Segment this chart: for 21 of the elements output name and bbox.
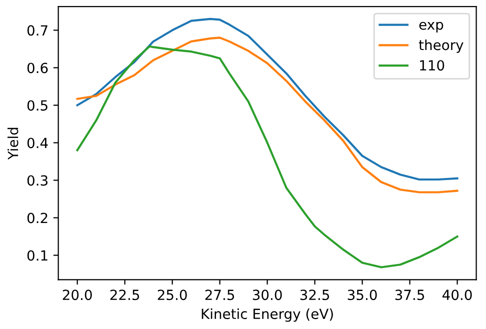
x-tick-label: 30.0 (252, 290, 282, 300)
y-tick-label: 0.7 (27, 25, 48, 36)
legend-label: exp (419, 22, 444, 33)
y-axis-title: Yield (8, 128, 18, 160)
y-tick-label: 0.6 (27, 62, 48, 74)
x-tick-label: 37.5 (395, 290, 424, 300)
y-tick-label: 0.3 (27, 175, 48, 186)
x-tick-label: 40.0 (442, 290, 472, 300)
legend-label: theory (418, 39, 464, 53)
x-tick-label: 35.0 (348, 290, 377, 300)
x-tick-label: 20.0 (62, 290, 92, 300)
x-axis-title: Kinetic Energy (eV) (202, 308, 333, 322)
legend-label: 110 (420, 60, 444, 71)
y-tick-label: 0.5 (27, 100, 48, 111)
x-tick-label: 22.5 (110, 290, 140, 300)
x-tick-label: 32.5 (300, 290, 330, 300)
y-tick-label: 0.4 (27, 138, 48, 148)
x-tick-label: 25.0 (158, 290, 187, 300)
y-tick-label: 0.2 (27, 212, 48, 224)
y-tick-label: 0.1 (27, 250, 48, 261)
x-tick-label: 27.5 (205, 290, 234, 300)
